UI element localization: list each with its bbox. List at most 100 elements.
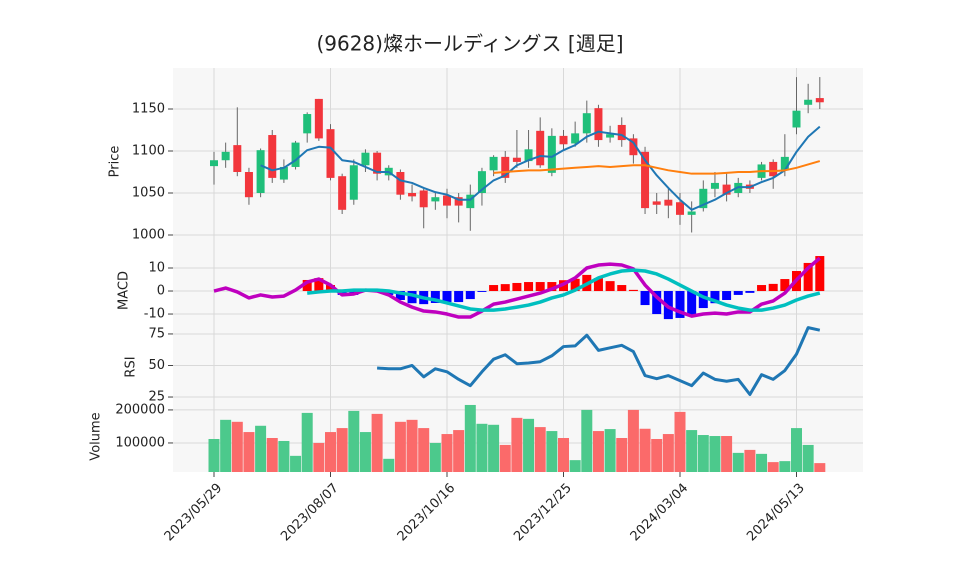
histogram-bar — [407, 291, 417, 304]
volume-bar — [255, 425, 267, 472]
candle-body — [268, 135, 277, 178]
volume-bar — [371, 413, 383, 472]
y-axis-label: MACD — [117, 271, 132, 310]
y-tick-label: 0 — [157, 284, 165, 299]
histogram-bar — [593, 278, 603, 292]
volume-bar — [604, 429, 616, 472]
x-tick-label: 2023/08/07 — [278, 481, 342, 545]
volume-bar — [476, 423, 488, 472]
histogram-bar — [326, 285, 335, 292]
volume-bar — [662, 434, 674, 472]
candle-body — [547, 135, 556, 173]
y-tick-label: 100000 — [115, 435, 165, 450]
volume-bar — [686, 430, 698, 472]
y-tick-label: 1000 — [132, 228, 165, 243]
volume-bar — [406, 419, 418, 472]
volume-bar — [732, 452, 744, 472]
line — [307, 268, 821, 312]
candle-body — [326, 129, 335, 178]
volume-bar — [534, 427, 546, 472]
volume-bar — [639, 428, 651, 472]
volume-bar — [744, 449, 756, 472]
candle-body — [338, 176, 347, 210]
candle-body — [804, 99, 813, 105]
volume-bar — [464, 404, 476, 472]
volume-bar — [243, 432, 255, 472]
volume-bar — [383, 458, 395, 472]
y-tick-label: 25 — [148, 390, 165, 405]
volume-bar — [418, 428, 430, 472]
candle-body — [454, 197, 463, 206]
candle-body — [419, 190, 428, 208]
candle-body — [524, 149, 533, 162]
volume-bar — [336, 428, 348, 472]
candle-body — [361, 152, 370, 166]
candle-body — [233, 145, 242, 173]
histogram-bar — [395, 291, 405, 300]
volume-bar — [359, 432, 371, 472]
candle-body — [244, 172, 253, 198]
candle-body — [722, 184, 731, 195]
volume-bar — [697, 435, 709, 472]
volume-bar — [278, 440, 290, 472]
y-tick-label: 10 — [148, 261, 165, 276]
plot-background — [173, 68, 863, 472]
candle-body — [617, 124, 626, 141]
candle-body — [477, 171, 486, 194]
y-tick-label: 200000 — [115, 402, 165, 417]
volume-bar — [546, 431, 558, 472]
histogram-bar — [547, 282, 557, 292]
candle-body — [291, 142, 300, 167]
y-axis-label: Volume — [89, 412, 104, 460]
volume-bar — [266, 438, 278, 472]
volume-bar — [348, 410, 360, 472]
histogram-bar — [302, 279, 312, 292]
candle-body — [606, 134, 615, 138]
y-tick-label: -10 — [144, 307, 165, 322]
candle-body — [396, 172, 405, 195]
candle-body — [443, 195, 451, 206]
y-tick-label: 50 — [148, 358, 165, 373]
histogram-bar — [757, 285, 767, 292]
x-tick-label: 2023/12/25 — [511, 481, 575, 545]
line — [260, 125, 821, 211]
candle-body — [676, 202, 684, 215]
candle-body — [594, 108, 603, 141]
line — [377, 326, 821, 397]
x-tick-label: 2023/10/16 — [395, 481, 459, 545]
candle-body — [641, 151, 650, 209]
volume-bar — [290, 455, 302, 472]
candle-body — [815, 98, 824, 103]
volume-bar — [558, 438, 569, 472]
histogram-bar — [768, 283, 778, 292]
candle-body — [512, 157, 521, 162]
histogram-bar — [628, 289, 638, 292]
volume-bar — [499, 444, 511, 472]
candle-body — [314, 98, 323, 139]
candle-body — [629, 138, 638, 156]
volume-bar — [313, 442, 325, 472]
candle-body — [699, 188, 708, 209]
volume-bar — [301, 412, 313, 472]
histogram-bar — [745, 291, 755, 293]
y-axis-label: RSI — [124, 356, 139, 377]
candle-body — [210, 160, 218, 167]
y-tick-label: 1150 — [132, 101, 165, 116]
candle-body — [559, 135, 568, 145]
candle-body — [769, 161, 778, 177]
volume-bar — [627, 409, 639, 472]
volume-bar — [523, 418, 535, 472]
y-axis-label: Price — [108, 146, 123, 178]
candle-body — [792, 110, 801, 128]
candle-body — [710, 182, 719, 189]
histogram-bar — [524, 282, 534, 292]
volume-bar — [651, 438, 663, 472]
volume-bar — [791, 428, 802, 472]
candle-body — [256, 150, 265, 194]
candle-body — [501, 156, 510, 178]
candle-body — [780, 156, 789, 171]
y-tick-label: 1100 — [132, 143, 165, 158]
volume-bar — [441, 434, 453, 472]
